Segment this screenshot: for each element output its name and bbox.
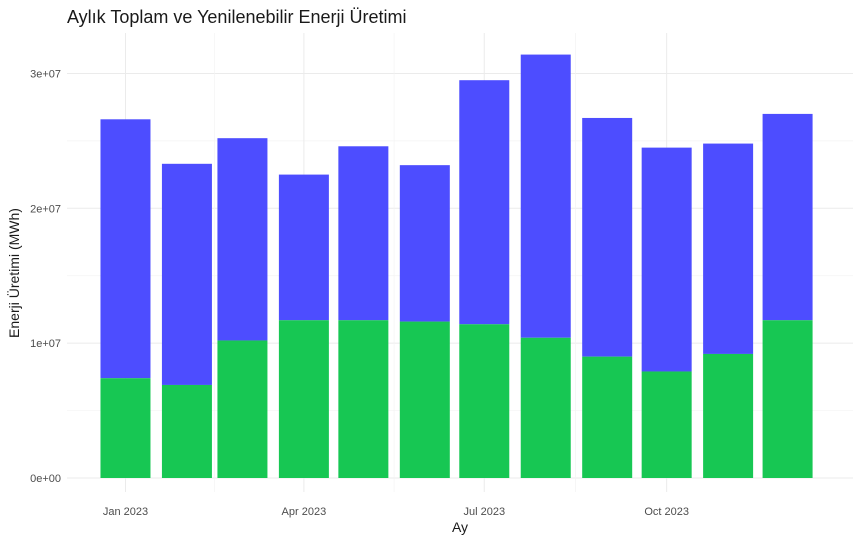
bar-renewable-2023-01 (100, 378, 151, 478)
y-tick-label: 2e+07 (30, 203, 61, 215)
bar-renewable-2023-02 (161, 384, 212, 478)
x-axis-ticks: Jan 2023 Apr 2023 Jul 2023 Oct 2023 (103, 506, 689, 518)
chart-title: Aylık Toplam ve Yenilenebilir Enerji Üre… (67, 7, 407, 27)
x-tick-label: Jul 2023 (463, 506, 505, 518)
bar-total-2023-09 (582, 117, 633, 357)
bar-total-2023-05 (338, 146, 389, 321)
bar-total-2023-11 (703, 143, 754, 354)
bar-total-2023-06 (399, 165, 450, 322)
bar-renewable-2023-08 (520, 337, 571, 478)
bar-renewable-2023-05 (338, 320, 389, 478)
bar-renewable-2023-06 (399, 321, 450, 478)
bar-renewable-2023-09 (582, 356, 633, 478)
bar-renewable-2023-12 (762, 320, 813, 478)
bar-total-2023-10 (641, 147, 692, 372)
x-tick-label: Oct 2023 (644, 506, 689, 518)
x-tick-label: Jan 2023 (103, 506, 148, 518)
bar-renewable-2023-03 (217, 340, 268, 478)
bar-total-2023-12 (762, 113, 813, 321)
bars (100, 54, 813, 478)
bar-total-2023-02 (161, 163, 212, 385)
x-tick-label: Apr 2023 (282, 506, 327, 518)
bar-total-2023-07 (459, 80, 510, 325)
bar-renewable-2023-07 (459, 324, 510, 478)
bar-renewable-2023-04 (278, 320, 329, 478)
y-axis-ticks: 0e+00 1e+07 2e+07 3e+07 (30, 68, 61, 485)
bar-total-2023-01 (100, 119, 151, 379)
x-axis-title: Ay (452, 519, 468, 535)
bar-renewable-2023-11 (703, 353, 754, 478)
y-tick-label: 1e+07 (30, 338, 61, 350)
y-tick-label: 0e+00 (30, 473, 61, 485)
bar-renewable-2023-10 (641, 371, 692, 478)
bar-total-2023-08 (520, 54, 571, 338)
y-axis-title: Enerji Üretimi (MWh) (5, 208, 22, 338)
bar-total-2023-03 (217, 138, 268, 341)
y-tick-label: 3e+07 (30, 68, 61, 80)
bar-total-2023-04 (278, 174, 329, 321)
